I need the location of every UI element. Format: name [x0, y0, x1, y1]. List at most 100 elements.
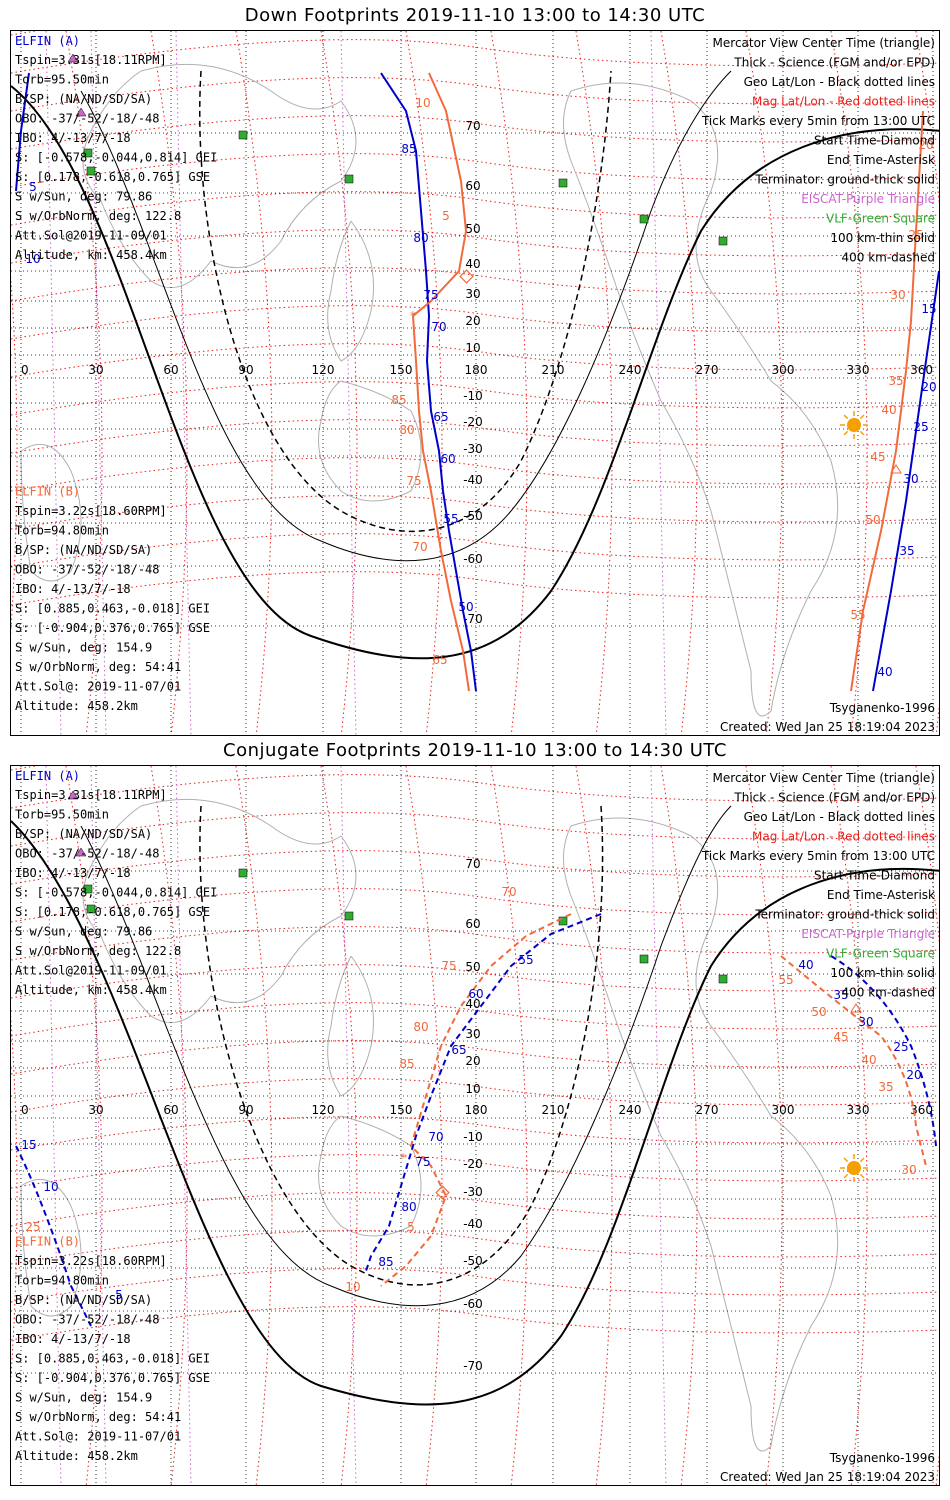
- sun-ray: [859, 1157, 865, 1163]
- elfin-a-info-line: Altitude, km: 458.4km: [15, 248, 167, 262]
- terminator-ground: [11, 85, 939, 660]
- elfin-b-track-right: [780, 955, 927, 1167]
- elfin-a-info-line: S w/OrbNorm, deg: 122.8: [15, 944, 181, 958]
- mag-lat-line: [11, 812, 939, 847]
- elfin-a-track: [365, 913, 602, 1272]
- lon-tick-label: 300: [772, 363, 795, 377]
- elfin-a-tick-label: 85: [378, 1255, 393, 1269]
- eiscat-triangle: [75, 847, 87, 857]
- mag-lat-line: [11, 153, 939, 188]
- created-label: Created: Wed Jan 25 18:19:04 2023: [720, 720, 935, 734]
- elfin-a-track-right: [872, 270, 939, 692]
- mag-lat-line: [11, 1154, 939, 1189]
- elfin-b-info-line: B/SP: (NA/ND/SD/SA): [15, 543, 152, 557]
- elfin-a-tick-label: 25: [893, 1040, 908, 1054]
- elfin-b-info-line: Att.Sol@: 2019-11-07/01: [15, 1430, 181, 1444]
- terminator-ground: [11, 820, 939, 1406]
- sun-ray: [843, 1157, 849, 1163]
- legend-entry: End Time-Asterisk: [827, 888, 935, 902]
- elfin-a-tick-label: 55: [443, 512, 458, 526]
- elfin-a-tick-label: 60: [440, 452, 455, 466]
- lat-tick-label: 70: [465, 119, 480, 133]
- model-label: Tsyganenko-1996: [829, 701, 935, 715]
- lon-tick-label: 300: [772, 1103, 795, 1117]
- eiscat-triangle: [67, 53, 79, 63]
- legend-entry: Terminator: ground-thick solid: [754, 908, 935, 922]
- lon-tick-label: 330: [847, 1103, 870, 1117]
- mag-lat-line: [11, 533, 939, 568]
- model-label: Tsyganenko-1996: [829, 1451, 935, 1465]
- elfin-b-tick-label: 55: [778, 973, 793, 987]
- elfin-b-info-line: IBO: 4/-13/7/-18: [15, 582, 131, 596]
- lon-tick-label: 270: [696, 363, 719, 377]
- elfin-b-tick-label: 30: [890, 288, 905, 302]
- elfin-a-tick-label: 75: [423, 288, 438, 302]
- elfin-a-tick-label: 60: [468, 987, 483, 1001]
- eiscat-meridian: [650, 31, 667, 735]
- vlf-stations: [83, 868, 728, 984]
- elfin-b-info-line: B/SP: (NA/ND/SD/SA): [15, 1293, 152, 1307]
- elfin-b-info-line: Torb=94.80min: [15, 1274, 109, 1288]
- elfin-a-info-line: S: [-0.578,-0.044,0.814] GEI: [15, 886, 217, 900]
- mag-lon-line: [490, 766, 528, 1485]
- mag-lat-line: [11, 343, 939, 378]
- lat-tick-label: 20: [465, 314, 480, 328]
- start-diamond: [435, 1185, 450, 1200]
- elfin-a-info-line: Torb=95.50min: [15, 73, 109, 87]
- elfin-a-tick-label: 30: [858, 1015, 873, 1029]
- mag-lon-line: [320, 31, 358, 735]
- vlf-green-square: [344, 174, 354, 184]
- elfin-a-info: ELFIN (A) Tspin=3.31s[18.11RPM] Torb=95.50…: [15, 769, 217, 997]
- elfin-b-tick-label: 5: [407, 1220, 415, 1234]
- elfin-a-tick-label: 85: [401, 142, 416, 156]
- lon-tick-label: 240: [619, 1103, 642, 1117]
- vlf-green-square: [558, 916, 568, 926]
- elfin-b-tick-label: 25: [25, 1220, 40, 1234]
- coastline: [563, 82, 839, 717]
- vlf-green-square: [558, 178, 568, 188]
- eiscat-triangle: [67, 790, 79, 800]
- terminator-100km: [80, 70, 732, 562]
- elfin-b-tick-label: 70: [501, 885, 516, 899]
- end-asterisk: *: [400, 1151, 406, 1165]
- down-footprints-title: Down Footprints 2019-11-10 13:00 to 14:3…: [244, 5, 706, 26]
- elfin-b-info-line: IBO: 4/-13/7/-18: [15, 1332, 131, 1346]
- elfin-b-info: ELFIN (B) Tspin=3.22s[18.60RPM] Torb=94.80…: [15, 485, 210, 714]
- elfin-a-info-line: Tspin=3.31s[18.11RPM]: [15, 53, 167, 67]
- lon-tick-label: 180: [465, 363, 488, 377]
- elfin-a-track-edge: [15, 72, 30, 192]
- map-legend: Mercator View Center Time (triangle) Thic…: [701, 36, 935, 265]
- down-footprints-map: 0 30 60 90 120 150 180 210 240 270 300 330 360 70 60 50…: [10, 30, 940, 736]
- coastlines: [20, 798, 839, 1452]
- lat-tick-label: 20: [465, 1054, 480, 1068]
- elfin-b-track: [411, 72, 470, 692]
- lat-tick-label: 10: [465, 1082, 480, 1096]
- elfin-a-tick-label: 20: [906, 1068, 921, 1082]
- elfin-a-track-left: [15, 1145, 92, 1327]
- vlf-green-square: [639, 214, 649, 224]
- elfin-b-info-line: S: [0.885,0.463,-0.018] GEI: [15, 1352, 210, 1366]
- lon-tick-label: 330: [847, 363, 870, 377]
- elfin-b-tick-label: 45: [833, 1030, 848, 1044]
- elfin-a-tick-label: 40: [798, 958, 813, 972]
- legend-entry: End Time-Asterisk: [827, 153, 935, 167]
- elfin-b-info-line: S: [-0.904,0.376,0.765] GSE: [15, 621, 210, 635]
- map-canvas: 0 30 60 90 120 150 180 210 240 270 300 330 360 70 60 50…: [11, 31, 939, 735]
- elfin-a-tick-label: 15: [921, 302, 936, 316]
- lon-tick-label: 120: [312, 1103, 335, 1117]
- terminator: [11, 70, 939, 660]
- sun-ray: [859, 414, 865, 420]
- elfin-b-info-line: Altitude: 458.2km: [15, 1449, 138, 1463]
- eiscat-meridian: [90, 31, 107, 735]
- elfin-b-tick-label: 85: [399, 1057, 414, 1071]
- track-tick-labels: 5560657075808540353025201510570758085510…: [21, 885, 921, 1302]
- sun-disc: [847, 418, 861, 432]
- elfin-a-tick-label: 70: [428, 1130, 443, 1144]
- legend-entry: Mag Lat/Lon - Red dotted lines: [752, 830, 935, 844]
- lon-tick-label: 240: [619, 363, 642, 377]
- eiscat-triangle: [75, 107, 87, 117]
- vlf-stations: [83, 130, 728, 246]
- mag-lon-line: [320, 766, 358, 1485]
- lat-tick-label: 40: [465, 997, 480, 1011]
- map-legend: Mercator View Center Time (triangle) Thic…: [701, 771, 935, 1000]
